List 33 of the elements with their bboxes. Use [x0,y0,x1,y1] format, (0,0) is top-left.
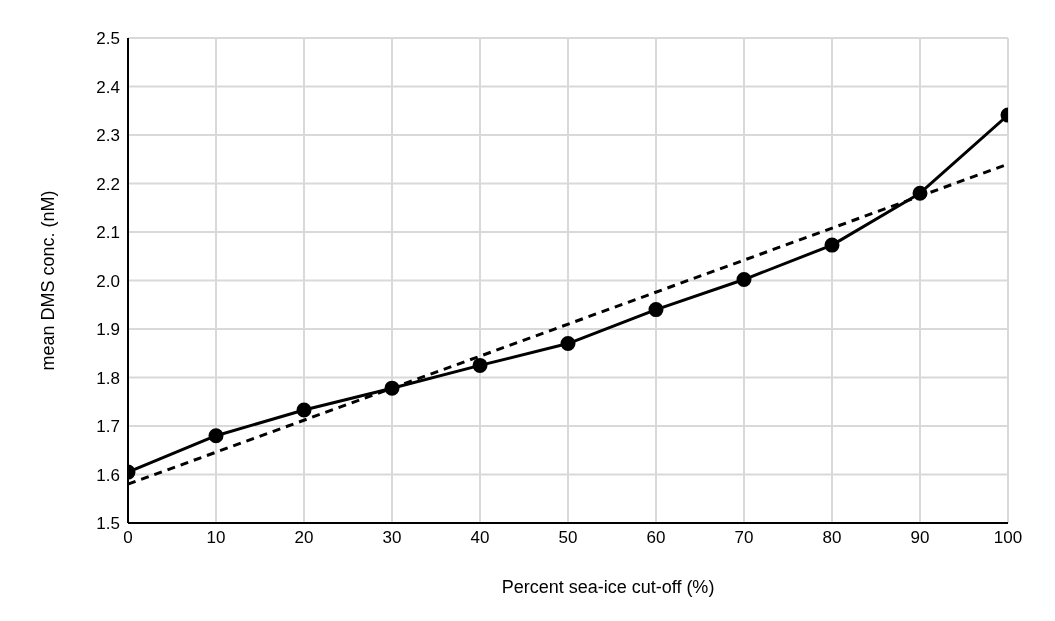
y-axis-title: mean DMS conc. (nM) [38,190,59,371]
y-tick-label: 1.5 [96,514,120,534]
x-tick-label: 10 [206,528,226,548]
point [384,380,400,396]
y-tick-label: 1.6 [96,465,120,485]
y-tick-label: 2.1 [96,223,120,243]
y-tick-label: 2.0 [96,271,120,291]
x-tick-label: 100 [993,528,1023,548]
point [824,237,840,253]
point [912,185,928,201]
y-tick-label: 2.2 [96,174,120,194]
x-tick-label: 70 [734,528,754,548]
y-tick-label: 2.3 [96,126,120,146]
y-tick-label: 1.9 [96,320,120,340]
point [560,336,576,352]
x-tick-label: 80 [822,528,842,548]
x-tick-label: 60 [646,528,666,548]
x-tick-label: 50 [558,528,578,548]
x-tick-label: 20 [294,528,314,548]
x-tick-label: 0 [123,528,133,548]
x-axis-title: Percent sea-ice cut-off (%) [501,577,715,597]
x-tick-label: 40 [470,528,490,548]
y-tick-label: 1.7 [96,417,120,437]
y-tick-label: 2.5 [96,29,120,49]
point [472,357,488,373]
y-tick-label: 2.4 [96,77,120,97]
point [648,302,664,318]
point [736,272,752,288]
x-tick-label: 90 [910,528,930,548]
point [296,402,312,418]
point [208,428,224,444]
x-tick-label: 30 [382,528,402,548]
y-tick-label: 1.8 [96,368,120,388]
